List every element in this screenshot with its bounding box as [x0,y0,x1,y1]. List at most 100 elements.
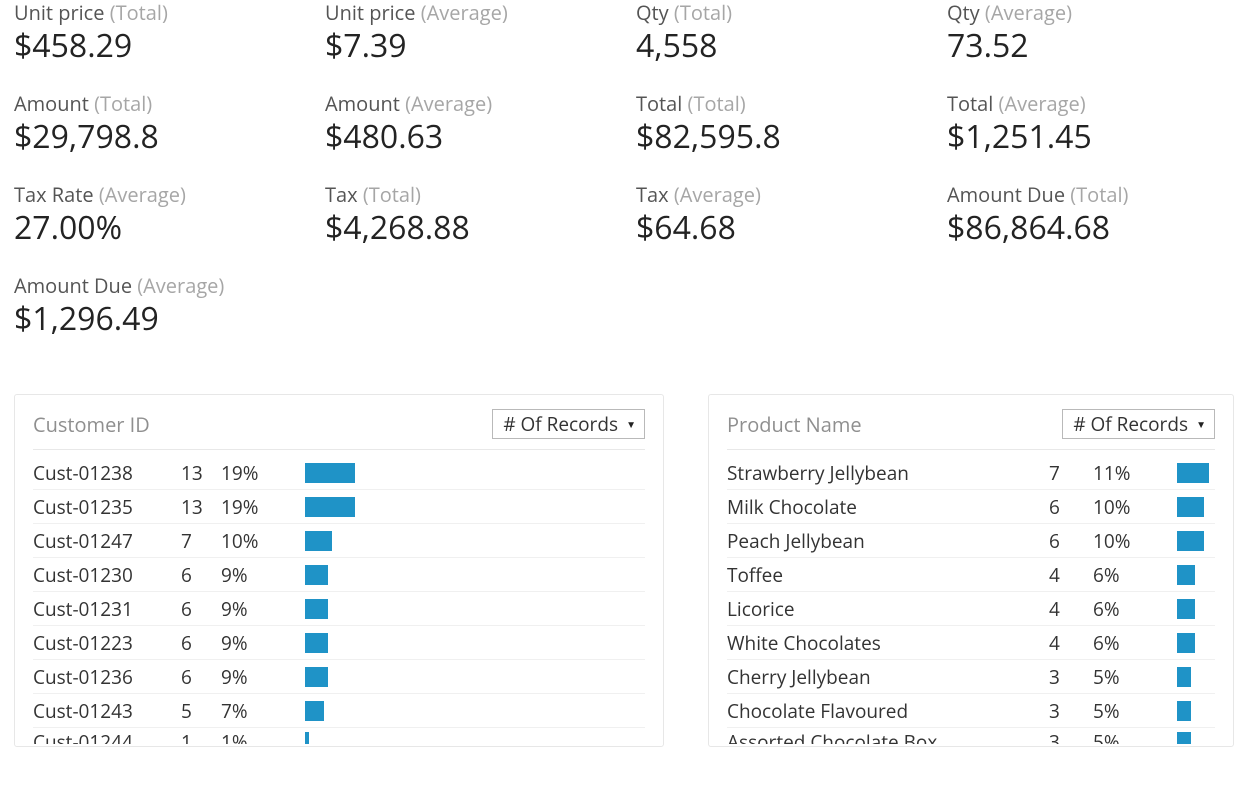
table-row[interactable]: Licorice46% [727,592,1215,626]
table-row[interactable]: Cust-0122369% [33,626,645,660]
kpi-label: Tax Rate (Average) [14,182,307,208]
bar-icon [1177,463,1209,483]
table-row[interactable]: Strawberry Jellybean711% [727,456,1215,490]
row-bar-cell [305,599,645,619]
row-bar-cell [1177,565,1215,585]
table-row[interactable]: Cust-01247710% [33,524,645,558]
row-count: 7 [1049,460,1093,486]
kpi-qualifier: (Total) [1070,181,1128,208]
row-count: 3 [1049,664,1093,690]
row-bar-cell [1177,497,1215,517]
bar-icon [1177,633,1195,653]
kpi-unit-price-total: Unit price (Total) $458.29 [14,0,307,65]
row-name: Cherry Jellybean [727,664,1049,690]
kpi-metric: Unit price [14,0,105,26]
kpi-metric: Tax Rate [14,181,94,208]
kpi-qualifier: (Total) [110,0,168,26]
kpi-qualifier: (Average) [99,181,186,208]
kpi-qualifier: (Average) [999,90,1086,117]
kpi-qualifier: (Average) [421,0,508,26]
panel-title: Customer ID [33,411,150,438]
row-count: 6 [181,596,221,622]
row-count: 13 [181,460,221,486]
table-row[interactable]: Cust-0124411% [33,728,645,744]
kpi-metric: Total [636,90,682,117]
table-row[interactable]: Assorted Chocolate Box35% [727,728,1215,744]
kpi-label: Unit price (Average) [325,0,618,26]
table-row[interactable]: Cust-0123169% [33,592,645,626]
row-percent: 6% [1093,630,1177,656]
row-name: Licorice [727,596,1049,622]
row-count: 6 [1049,528,1093,554]
table-row[interactable]: White Chocolates46% [727,626,1215,660]
bar-icon [305,599,328,619]
table-row[interactable]: Cherry Jellybean35% [727,660,1215,694]
kpi-qualifier: (Total) [688,90,746,117]
row-percent: 5% [1093,664,1177,690]
table-row[interactable]: Chocolate Flavoured35% [727,694,1215,728]
kpi-value: 27.00% [14,209,307,247]
row-name: Cust-01244 [33,729,181,744]
kpi-label: Qty (Total) [636,0,929,26]
kpi-metric: Amount [325,90,400,117]
row-count: 6 [181,630,221,656]
kpi-metric: Tax [636,181,669,208]
bar-icon [305,531,332,551]
panel-header: Customer ID # Of Records ▼ [33,409,645,450]
kpi-metric: Unit price [325,0,416,26]
table-row[interactable]: Cust-012351319% [33,490,645,524]
row-bar-cell [305,633,645,653]
row-name: Assorted Chocolate Box [727,729,1049,744]
kpi-metric: Amount Due [14,272,132,299]
kpi-label: Tax (Total) [325,182,618,208]
row-count: 3 [1049,729,1093,744]
kpi-value: $458.29 [14,27,307,65]
table-row[interactable]: Cust-012381319% [33,456,645,490]
table-row[interactable]: Milk Chocolate610% [727,490,1215,524]
row-percent: 19% [221,460,305,486]
row-name: White Chocolates [727,630,1049,656]
kpi-value: $480.63 [325,118,618,156]
table-row[interactable]: Cust-0123069% [33,558,645,592]
row-bar-cell [305,463,645,483]
caret-down-icon: ▼ [1196,417,1206,431]
row-name: Cust-01247 [33,528,181,554]
kpi-total-average: Total (Average) $1,251.45 [947,91,1240,156]
row-count: 4 [1049,630,1093,656]
table-row[interactable]: Peach Jellybean610% [727,524,1215,558]
kpi-metric: Qty [636,0,669,26]
kpi-amount-total: Amount (Total) $29,798.8 [14,91,307,156]
kpi-label: Total (Average) [947,91,1240,117]
metric-select[interactable]: # Of Records ▼ [1062,409,1215,439]
metric-select[interactable]: # Of Records ▼ [492,409,645,439]
row-name: Cust-01223 [33,630,181,656]
kpi-value: $29,798.8 [14,118,307,156]
kpi-metric: Amount [14,90,89,117]
kpi-value: $86,864.68 [947,209,1240,247]
row-bar-cell [1177,633,1215,653]
row-percent: 6% [1093,562,1177,588]
bar-icon [305,701,324,721]
row-bar-cell [305,667,645,687]
row-bar-cell [1177,701,1215,721]
breakdown-panels: Customer ID # Of Records ▼ Cust-01238131… [14,394,1240,747]
row-percent: 7% [221,698,305,724]
kpi-qualifier: (Total) [94,90,152,117]
row-name: Strawberry Jellybean [727,460,1049,486]
table-row[interactable]: Cust-0123669% [33,660,645,694]
row-count: 6 [181,562,221,588]
kpi-label: Amount Due (Total) [947,182,1240,208]
bar-icon [305,667,328,687]
row-bar-cell [305,732,645,744]
table-row[interactable]: Toffee46% [727,558,1215,592]
row-percent: 10% [1093,494,1177,520]
bar-icon [1177,599,1195,619]
row-bar-cell [305,701,645,721]
kpi-label: Amount (Total) [14,91,307,117]
kpi-value: 4,558 [636,27,929,65]
kpi-grid: Unit price (Total) $458.29 Unit price (A… [14,0,1240,338]
kpi-amount-due-average: Amount Due (Average) $1,296.49 [14,273,307,338]
kpi-metric: Tax [325,181,358,208]
table-row[interactable]: Cust-0124357% [33,694,645,728]
select-value: # Of Records [503,411,618,437]
